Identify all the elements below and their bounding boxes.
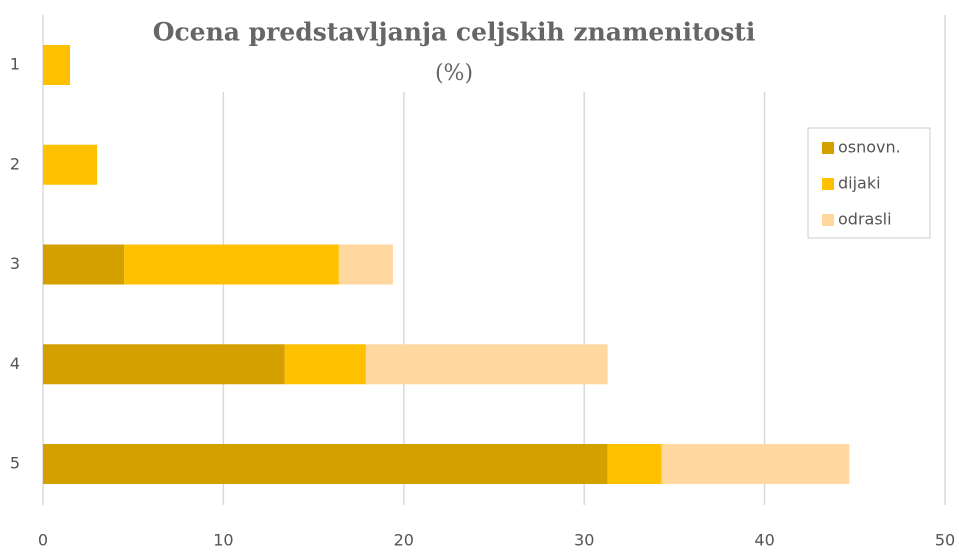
bar-segment bbox=[338, 244, 393, 285]
bar-segment bbox=[661, 444, 850, 484]
x-tick-label: 50 bbox=[935, 531, 955, 550]
title-background bbox=[100, 0, 800, 92]
bar-segment bbox=[43, 444, 608, 484]
legend-label: dijaki bbox=[838, 174, 881, 193]
x-tick-label: 40 bbox=[754, 531, 774, 550]
bar-segment bbox=[607, 444, 662, 484]
bar-segment bbox=[43, 144, 98, 185]
y-tick-label: 1 bbox=[10, 55, 20, 74]
y-tick-label: 2 bbox=[10, 154, 20, 173]
chart-title: Ocena predstavljanja celjskih znamenitos… bbox=[153, 18, 756, 47]
chart-subtitle: (%) bbox=[435, 61, 473, 86]
bar-segment bbox=[365, 344, 608, 385]
legend-swatch bbox=[822, 178, 834, 190]
x-tick-label: 0 bbox=[38, 531, 48, 550]
legend-label: odrasli bbox=[838, 210, 892, 229]
x-tick-label: 30 bbox=[574, 531, 594, 550]
bar-segment bbox=[43, 344, 285, 385]
x-tick-label: 20 bbox=[394, 531, 414, 550]
y-tick-label: 4 bbox=[10, 354, 20, 373]
x-tick-label: 10 bbox=[213, 531, 233, 550]
y-tick-label: 3 bbox=[10, 254, 20, 273]
legend-swatch bbox=[822, 214, 834, 226]
grid bbox=[42, 15, 946, 505]
legend-swatch bbox=[822, 142, 834, 154]
bar-segment bbox=[43, 244, 125, 285]
bar-segment bbox=[124, 244, 339, 285]
bar-segment bbox=[43, 45, 71, 85]
y-tick-label: 5 bbox=[10, 454, 20, 473]
legend-label: osnovn. bbox=[838, 138, 901, 157]
bar-segment bbox=[284, 344, 366, 385]
